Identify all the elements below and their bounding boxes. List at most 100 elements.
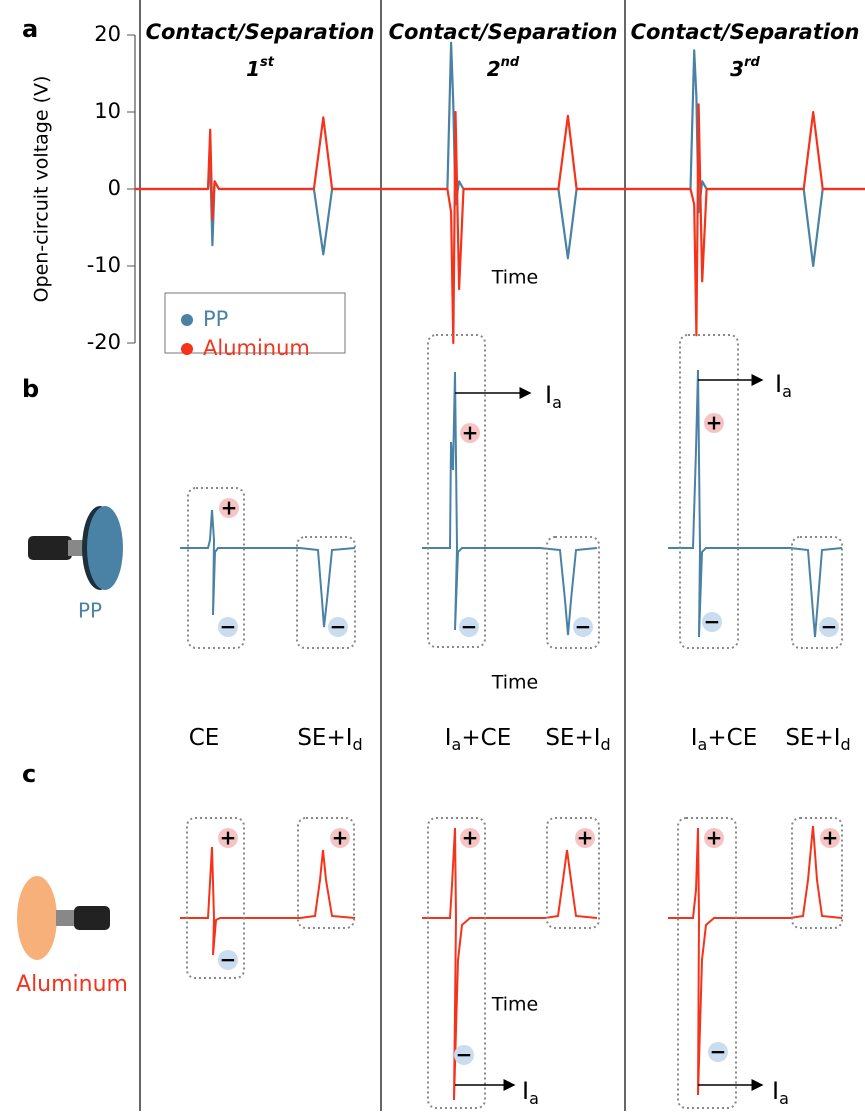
- dotted-box: [546, 536, 600, 649]
- x-axis-label: Time: [491, 267, 539, 289]
- minus-badge: [708, 1042, 728, 1062]
- icon-label: Aluminum: [16, 972, 128, 997]
- mode-sub: d: [841, 735, 851, 754]
- y-tick-label: 10: [94, 99, 121, 123]
- mode-sub: d: [601, 735, 611, 754]
- minus-sign: −: [461, 615, 478, 639]
- dotted-box: [427, 817, 486, 1109]
- minus-sign: −: [704, 610, 721, 634]
- dotted-box: [186, 817, 245, 979]
- minus-badge: [454, 1045, 474, 1065]
- panel-label: a: [22, 15, 38, 43]
- plus-badge: [330, 828, 350, 848]
- y-axis-label: Open-circuit voltage (V): [31, 76, 53, 303]
- plus-sign: +: [706, 411, 723, 435]
- plus-sign: +: [822, 826, 839, 850]
- ia-main: I: [545, 381, 552, 409]
- minus-sign: −: [575, 615, 592, 639]
- y-tick-label: -10: [87, 253, 121, 277]
- mode-sub: d: [353, 735, 363, 754]
- dotted-box: [791, 536, 843, 649]
- ia-sub: a: [782, 382, 792, 401]
- legend-box: [164, 292, 346, 354]
- plus-sign: +: [221, 496, 238, 520]
- minus-badge: [459, 617, 479, 637]
- column-title: Contact/Separation: [389, 20, 618, 44]
- plus-badge: [820, 828, 840, 848]
- mode-sub: a: [452, 735, 462, 754]
- mode-label: Ia+CE: [691, 725, 757, 754]
- dotted-box: [296, 536, 356, 649]
- minus-sign: −: [456, 1043, 473, 1067]
- schematic-trace: [668, 825, 843, 1096]
- ordinal-number: 2: [487, 57, 501, 81]
- minus-badge: [218, 950, 238, 970]
- plus-badge: [218, 828, 238, 848]
- column-title: Contact/Separation: [631, 20, 860, 44]
- series-line: [135, 103, 865, 345]
- mode-main: I: [691, 725, 698, 751]
- schematic-trace: [422, 371, 598, 636]
- mode-label: SE+Id: [297, 725, 362, 754]
- pp-icon: [28, 506, 123, 590]
- column-ordinal: 2nd: [487, 55, 520, 81]
- column-ordinal: 3rd: [730, 55, 760, 81]
- schematic-trace: [180, 509, 356, 628]
- mode-main: CE: [189, 725, 220, 751]
- ia-label: Ia: [775, 370, 792, 401]
- y-tick-label: 0: [108, 176, 121, 200]
- dotted-box: [677, 817, 737, 1109]
- mode-main: SE+I: [545, 725, 600, 751]
- minus-badge: [328, 617, 348, 637]
- plus-sign: +: [220, 826, 237, 850]
- dotted-box: [427, 334, 486, 648]
- plus-badge: [704, 828, 724, 848]
- plus-sign: +: [462, 421, 479, 445]
- minus-badge: [573, 617, 593, 637]
- plus-badge: [460, 828, 480, 848]
- ia-main: I: [522, 1077, 529, 1105]
- ia-main: I: [772, 1077, 779, 1105]
- plus-sign: +: [577, 826, 594, 850]
- ia-label: Ia: [522, 1077, 539, 1108]
- minus-sign: −: [220, 948, 237, 972]
- mode-main: +CE: [461, 725, 511, 751]
- ordinal-number: 3: [730, 57, 744, 81]
- dotted-box: [187, 487, 245, 649]
- panel-label: c: [22, 760, 36, 788]
- dotted-box: [679, 334, 739, 649]
- ia-main: I: [775, 370, 782, 398]
- time-label: Time: [491, 994, 539, 1016]
- minus-sign: −: [821, 615, 838, 639]
- time-label: Time: [491, 672, 539, 694]
- ordinal-suffix: st: [260, 55, 275, 70]
- minus-sign: −: [710, 1040, 727, 1064]
- mode-main: SE+I: [297, 725, 352, 751]
- ia-sub: a: [779, 1089, 789, 1108]
- mode-main: SE+I: [785, 725, 840, 751]
- plus-badge: [219, 498, 239, 518]
- mode-label: Ia+CE: [445, 725, 511, 754]
- dotted-box: [791, 817, 843, 929]
- plus-sign: +: [332, 826, 349, 850]
- legend-label: Aluminum: [203, 336, 310, 360]
- mode-main: I: [445, 725, 452, 751]
- dotted-box: [297, 817, 355, 929]
- dotted-box: [546, 817, 600, 929]
- mode-label: CE: [189, 725, 220, 751]
- legend-marker: [181, 343, 193, 355]
- schematic-trace: [180, 846, 356, 956]
- aluminum-icon: [17, 876, 110, 960]
- plus-badge: [704, 413, 724, 433]
- y-tick-label: 20: [94, 22, 121, 46]
- column-title: Contact/Separation: [146, 20, 375, 44]
- ordinal-suffix: rd: [744, 55, 760, 70]
- ia-label: Ia: [545, 381, 562, 412]
- minus-sign: −: [330, 615, 347, 639]
- mode-label: SE+Id: [545, 725, 610, 754]
- dividers: [139, 0, 626, 1111]
- icon-label: PP: [78, 599, 102, 623]
- legend-label: PP: [203, 307, 228, 331]
